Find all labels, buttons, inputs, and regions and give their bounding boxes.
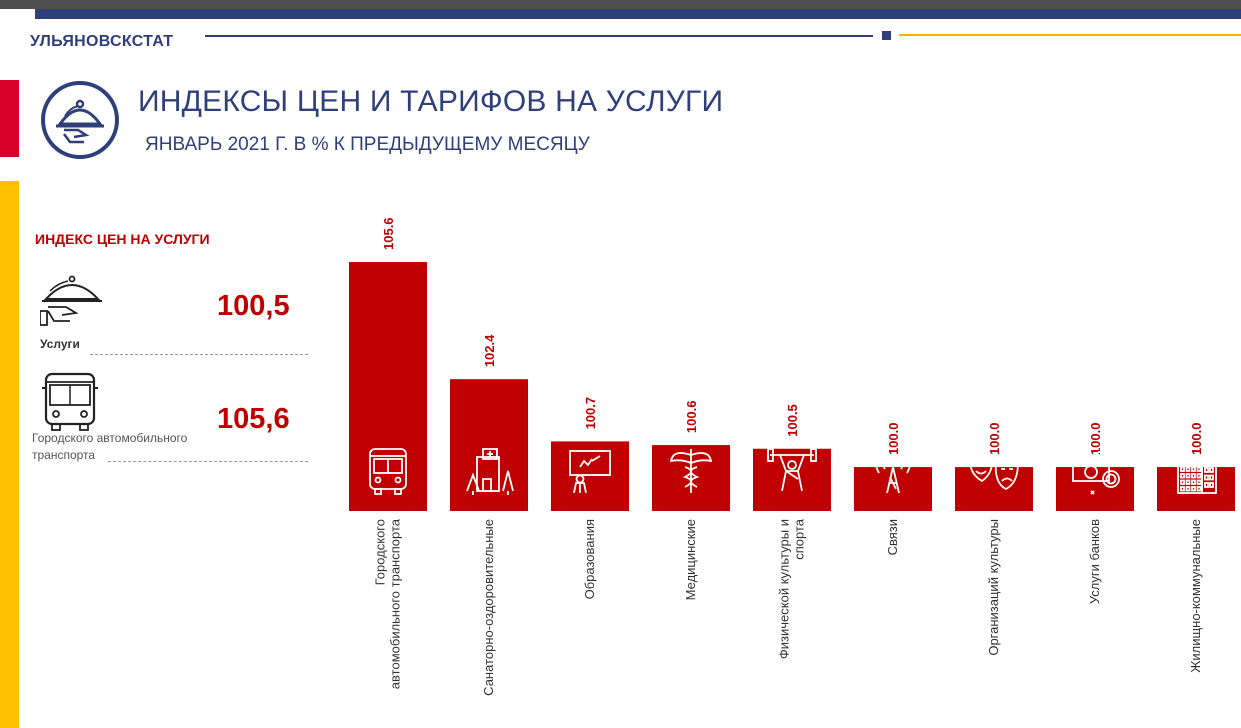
- bar: [955, 467, 1033, 511]
- red-accent-bar: [0, 80, 19, 157]
- category-label: спорта: [792, 518, 807, 560]
- bar-value-label: 100.5: [785, 404, 800, 437]
- category-label: Жилищно-коммунальные: [1188, 519, 1203, 673]
- category-label: автомобильного транспорта: [388, 518, 403, 689]
- bar-value-label: 102.4: [482, 334, 497, 367]
- kpi-value-transport: 105,6: [217, 403, 290, 435]
- category-label: Образования: [582, 519, 597, 599]
- bar-value-label: 100.0: [886, 423, 901, 456]
- kpi-divider: [90, 354, 308, 355]
- bar-value-label: 100.0: [987, 423, 1002, 456]
- bar: [753, 448, 831, 511]
- top-bar: [0, 0, 1241, 9]
- category-label: Медицинские: [683, 519, 698, 600]
- category-label: Связи: [885, 519, 900, 555]
- kpi-label-services: Услуги: [40, 337, 80, 351]
- cloche-serving-icon: [40, 80, 120, 165]
- theater-masks-icon: [968, 451, 1019, 491]
- category-label: Организаций культуры: [986, 519, 1001, 656]
- teacher-board-icon: [569, 450, 611, 494]
- bus-icon: [40, 372, 100, 437]
- sidebar-heading: ИНДЕКС ЦЕН НА УСЛУГИ: [35, 231, 210, 247]
- banknote-coin-icon: [1072, 449, 1120, 495]
- apartment-building-icon: [1177, 448, 1217, 494]
- caduceus-icon: [669, 449, 713, 493]
- yellow-accent-bar: [0, 181, 19, 728]
- bar-value-label: 105.6: [381, 217, 396, 250]
- brand-divider: [205, 35, 873, 37]
- bar-value-label: 100.0: [1088, 423, 1103, 456]
- bar-value-label: 100.7: [583, 397, 598, 430]
- bus-icon: [369, 448, 407, 495]
- radio-tower-icon: [875, 452, 911, 494]
- brand-name: УЛЬЯНОВСКСТАТ: [30, 33, 174, 50]
- category-label: Физической культуры и: [777, 519, 792, 659]
- bar: [854, 467, 932, 511]
- brand-divider-gold: [899, 34, 1241, 36]
- brand-square-marker: [882, 31, 891, 40]
- kpi-value-services: 100,5: [217, 290, 290, 322]
- bar-value-label: 100.6: [684, 401, 699, 434]
- bar: [450, 379, 528, 511]
- bar: [1056, 467, 1134, 511]
- page-subtitle: ЯНВАРЬ 2021 Г. В % К ПРЕДЫДУЩЕМУ МЕСЯЦУ: [145, 134, 590, 155]
- category-label: Санаторно-оздоровительные: [481, 519, 496, 696]
- kpi-label-transport: Городского автомобильного транспорта: [32, 431, 188, 462]
- header-band: [35, 9, 1241, 19]
- bar: [1157, 467, 1235, 511]
- bar: [551, 441, 629, 511]
- category-label: Городского: [373, 519, 388, 585]
- sanatorium-icon: [466, 448, 514, 495]
- category-label: Услуги банков: [1087, 519, 1102, 604]
- cloche-serving-icon: [39, 271, 104, 336]
- weightlifter-icon: [767, 448, 817, 492]
- page-title: ИНДЕКСЫ ЦЕН И ТАРИФОВ НА УСЛУГИ: [138, 85, 724, 118]
- bar-value-label: 100.0: [1189, 423, 1204, 456]
- kpi-divider: [108, 461, 308, 462]
